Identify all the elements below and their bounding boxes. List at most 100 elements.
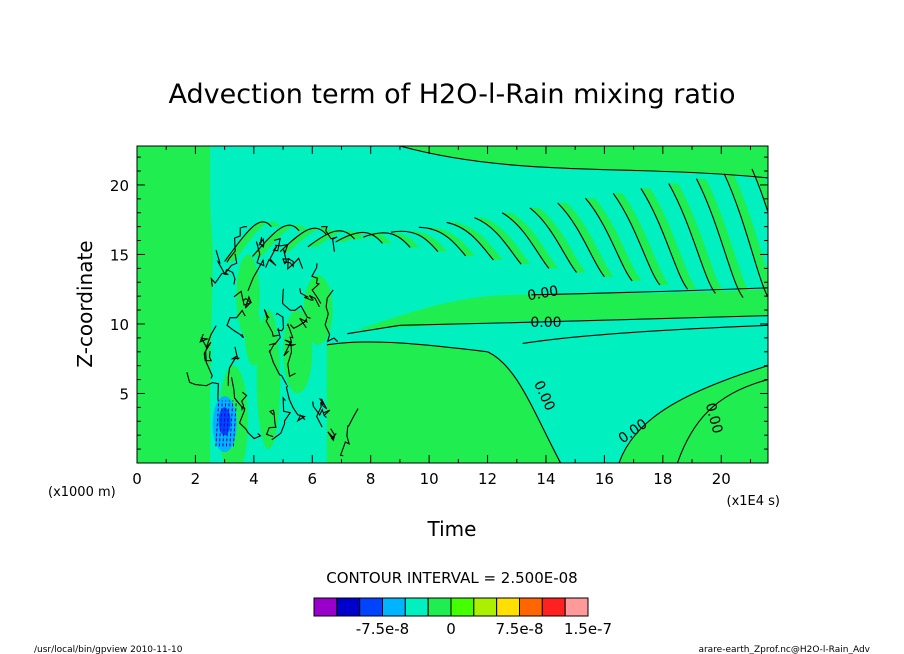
wave-contour [501, 212, 550, 269]
colorbar-cell [564, 597, 589, 617]
convective-contour [327, 428, 337, 442]
wave-contour [584, 197, 633, 282]
convective-contour [186, 372, 219, 401]
convective-contour [316, 398, 328, 428]
x-tick-label: 8 [366, 470, 376, 488]
convective-contour [283, 257, 304, 271]
wave-contour [695, 178, 744, 298]
chart-title: Advection term of H2O-l-Rain mixing rati… [169, 79, 736, 110]
x-tick-label: 4 [249, 470, 259, 488]
colorbar-cell [473, 597, 498, 617]
green-patch [303, 275, 333, 345]
y-tick-label: 20 [110, 177, 129, 195]
wave-stripe [585, 198, 642, 281]
colorbar-label: 0 [446, 620, 456, 638]
convective-contour [285, 385, 306, 423]
wave-stripe [224, 221, 281, 262]
plot-frame [136, 145, 769, 464]
convective-contour [311, 263, 322, 304]
convective-contour [233, 290, 252, 309]
low-contour [676, 379, 768, 463]
convective-contour [274, 312, 285, 346]
x-unit: (x1E4 s) [727, 494, 781, 509]
x-tick-label: 10 [420, 470, 439, 488]
convective-contour [227, 346, 240, 386]
wave-stripe [418, 227, 475, 256]
convective-contour [265, 409, 277, 438]
wave-contour [557, 202, 605, 278]
footer-left: /usr/local/bin/gpview 2010-11-10 [34, 645, 183, 654]
colorbar-label: 7.5e-8 [495, 620, 543, 638]
negative-contour [229, 400, 234, 447]
wave-stripe [446, 222, 503, 261]
top-green-band [399, 146, 768, 178]
wave-stripe [252, 225, 309, 257]
left-green-band [137, 146, 211, 463]
convective-contour [321, 226, 338, 252]
contour-lines [186, 146, 768, 463]
wave-contour [474, 217, 522, 265]
x-tick-label: 0 [132, 470, 142, 488]
contour-label-group: 0.00 [702, 401, 726, 435]
low-contour [522, 324, 768, 344]
y-tick-label: 5 [119, 385, 129, 403]
low-contour [487, 351, 562, 463]
plot-area [137, 146, 768, 463]
y-tick-label: 10 [110, 316, 129, 334]
contour-bands [137, 146, 768, 463]
convective-contour [247, 241, 265, 292]
convective-contour [268, 342, 288, 386]
negative-contour [225, 400, 230, 447]
contour-label: 0.00 [530, 315, 561, 331]
wave-contour [529, 207, 578, 273]
contour-label-group: 0.00 [530, 315, 561, 331]
x-tick-label: 18 [653, 470, 672, 488]
low-green-band [326, 341, 561, 463]
contour-label: 0.00 [702, 401, 726, 435]
negative-contour [218, 400, 223, 447]
wave-stripe [529, 207, 587, 273]
y-unit: (x1000 m) [48, 485, 116, 500]
wave-contour [668, 183, 716, 294]
wave-contour [224, 221, 272, 262]
y-axis: 5 10 15 20 [110, 156, 768, 450]
convective-contour [283, 323, 294, 357]
wave-stripe [280, 228, 337, 252]
convective-contour [210, 253, 238, 287]
convective-contour [299, 288, 320, 307]
colorbar [313, 597, 589, 617]
contour-label: 0.00 [526, 283, 559, 304]
colorbar-cell [313, 597, 338, 617]
convective-contour [265, 237, 281, 268]
convective-contour [282, 288, 311, 319]
colorbar-cell [519, 597, 543, 617]
x-tick-label: 2 [191, 470, 201, 488]
contour-label-group: 0.00 [526, 283, 559, 304]
convective-contour [226, 309, 246, 339]
wave-stripe [696, 178, 753, 298]
wave-contour [418, 226, 467, 257]
wave-contour [335, 231, 383, 244]
lower-right-green-band [619, 365, 768, 463]
negative-contour [215, 400, 220, 447]
convective-contour [226, 226, 248, 263]
convective-contour [203, 325, 217, 362]
convective-contour [263, 309, 279, 337]
colorbar-cell [382, 597, 406, 617]
x-tick-label: 16 [595, 470, 614, 488]
negative-contour [222, 400, 227, 447]
zero-contour-top [399, 146, 768, 179]
convective-contour [274, 244, 290, 265]
low-contour [618, 365, 768, 463]
contour-interval: CONTOUR INTERVAL = 2.500E-08 [326, 569, 577, 587]
y-axis-label: Z-coordinate [73, 240, 97, 367]
colorbar-cell [541, 597, 566, 617]
x-axis: 0 2 4 6 8 10 12 14 16 18 20 [132, 146, 751, 488]
negative-contour [232, 400, 237, 447]
convective-contour [339, 408, 359, 457]
green-patch [245, 310, 263, 366]
wave-stripe [751, 168, 768, 213]
colorbar-cell [427, 597, 452, 617]
convective-contour [271, 396, 292, 441]
